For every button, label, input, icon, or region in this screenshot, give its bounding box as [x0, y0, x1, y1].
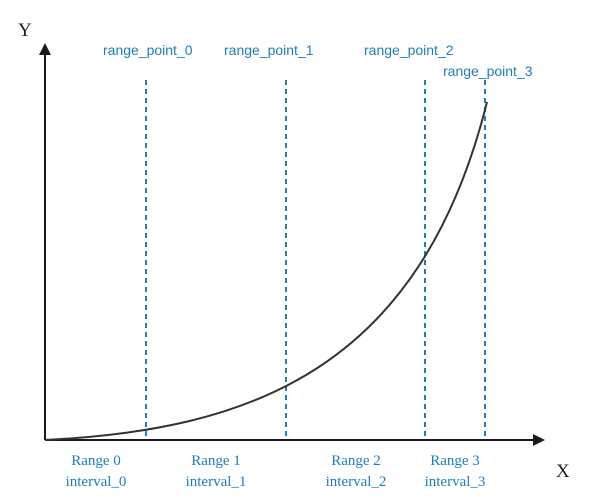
- x-axis-label: X: [556, 461, 570, 482]
- range-name-1: Range 1: [191, 453, 241, 469]
- y-axis-label: Y: [18, 20, 32, 41]
- range-interval-1: interval_1: [186, 474, 247, 490]
- range-point-label-1: range_point_1: [224, 42, 314, 58]
- growth-curve: [44, 101, 488, 441]
- range-name-0: Range 0: [71, 453, 121, 469]
- range-interval-2: interval_2: [326, 474, 387, 490]
- range-point-label-0: range_point_0: [103, 42, 193, 58]
- range-point-label-3: range_point_3: [443, 63, 533, 79]
- range-name-2: Range 2: [331, 453, 381, 469]
- range-point-label-2: range_point_2: [364, 42, 454, 58]
- range-name-3: Range 3: [430, 453, 480, 469]
- range-interval-3: interval_3: [425, 474, 486, 490]
- range-interval-0: interval_0: [66, 474, 127, 490]
